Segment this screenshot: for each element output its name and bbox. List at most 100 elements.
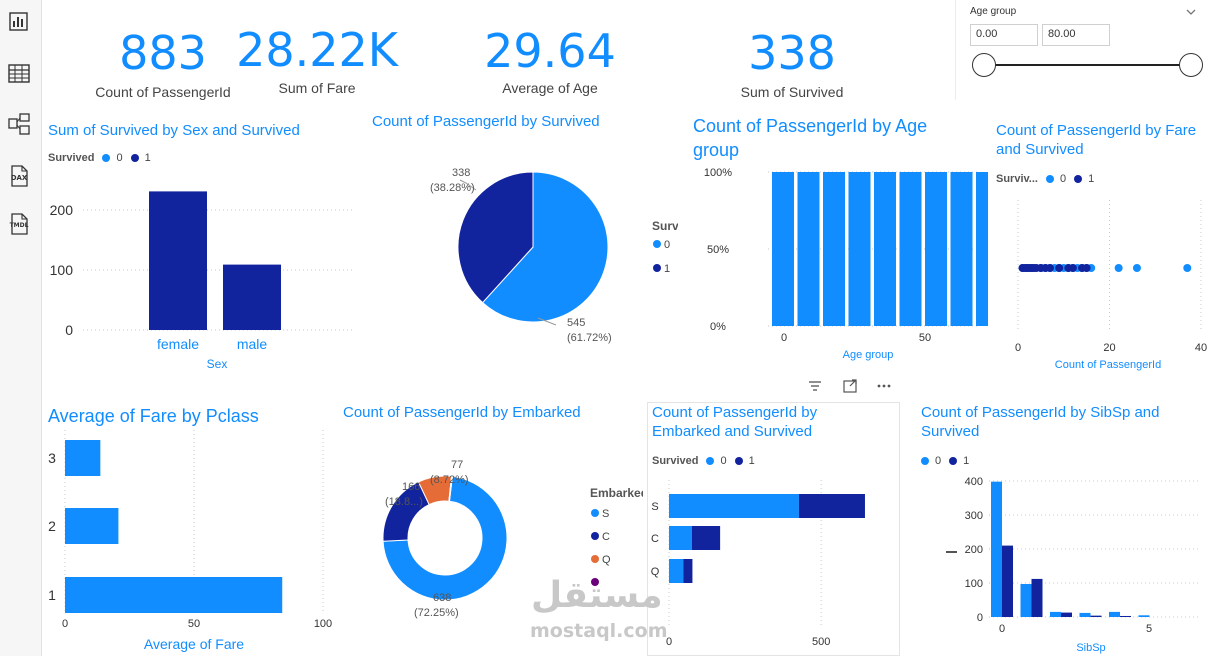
data-label: (38.28%) xyxy=(430,182,475,194)
slicer-min-input[interactable]: 0.00 xyxy=(970,24,1038,46)
y-tick-label: 400 xyxy=(965,476,983,488)
kpi-sum-fare-value: 28.22K xyxy=(236,23,398,77)
legend-dot xyxy=(591,555,599,563)
age-bar xyxy=(925,172,947,326)
legend-title: Survived xyxy=(48,152,95,164)
y-tick-label: 300 xyxy=(965,510,983,522)
donut-slice xyxy=(448,475,453,502)
leader-line xyxy=(459,179,477,191)
chart8-legend: 0 1 xyxy=(921,455,969,467)
kpi-sum-survived-label: Sum of Survived xyxy=(740,84,844,100)
chart2-title: Count of PassengerId by Survived xyxy=(372,113,600,130)
x-axis-title: Sex xyxy=(207,357,228,371)
legend-label: C xyxy=(602,531,610,543)
chart3-age-group[interactable]: 0% 50% 100% 0 50 Age group xyxy=(688,160,988,365)
legend-label: 0 xyxy=(664,239,670,251)
dax-query-icon[interactable]: DAX xyxy=(7,164,31,188)
legend-label: S xyxy=(602,508,609,520)
legend-dot xyxy=(1074,175,1083,183)
dax-label: DAX xyxy=(10,174,28,182)
bar-sibsp-0-0 xyxy=(991,481,1002,617)
y-tick-label: S xyxy=(651,501,658,513)
legend-label: 1 xyxy=(144,152,151,164)
age-bar xyxy=(823,172,845,326)
watermark-latin: mostaql.com xyxy=(530,620,668,642)
more-options-icon[interactable] xyxy=(875,377,893,395)
x-tick-label: 0 xyxy=(1015,342,1021,354)
chart4-scatter-fare[interactable]: 0 20 40 Count of PassengerId xyxy=(993,190,1208,375)
watermark-arabic: مستقل xyxy=(531,575,663,616)
bar-sibsp-4-0 xyxy=(1109,611,1120,617)
age-bar xyxy=(848,172,871,326)
bar-Q-0 xyxy=(669,559,684,583)
x-axis-title: SibSp xyxy=(1076,642,1105,654)
chart6-donut-embarked[interactable]: 638 (72.25%) 166 (18.8...) 77 (8.72%) Embarked… xyxy=(333,425,643,625)
slicer-min-handle[interactable] xyxy=(972,53,996,77)
age-bar xyxy=(874,172,896,326)
bar-pclass-1 xyxy=(65,577,283,613)
y-tick-label: 0 xyxy=(65,322,73,338)
legend-title: Embarked xyxy=(590,486,643,500)
bar-sibsp-5-0 xyxy=(1138,615,1150,617)
view-rail: DAX TMDL xyxy=(0,0,42,656)
donut-slice xyxy=(382,475,508,601)
table-view-icon[interactable] xyxy=(7,62,31,86)
tmdl-view-icon[interactable]: TMDL xyxy=(7,212,31,236)
bar-S-0 xyxy=(669,494,799,518)
legend-dot xyxy=(653,240,661,248)
filter-icon[interactable] xyxy=(806,377,824,395)
slicer-max-handle[interactable] xyxy=(1179,53,1203,77)
bar-sibsp-2-1 xyxy=(1061,612,1072,617)
focus-mode-icon[interactable] xyxy=(841,377,859,395)
age-bar xyxy=(950,172,973,326)
y-tick-label: 2 xyxy=(48,518,56,534)
data-label: 338 xyxy=(452,167,470,179)
data-label: 545 xyxy=(567,317,585,329)
legend-dot xyxy=(706,457,715,465)
y-tick-label: 3 xyxy=(48,450,56,466)
legend-dot xyxy=(653,264,661,272)
y-tick-label: Q xyxy=(651,566,660,578)
legend-dot xyxy=(734,457,743,465)
y-tick-label: 200 xyxy=(965,544,983,556)
slicer-title: Age group xyxy=(970,6,1017,17)
x-tick-label: 100 xyxy=(314,618,332,630)
y-tick-label: 100 xyxy=(50,262,74,278)
tmdl-label: TMDL xyxy=(9,222,29,229)
x-tick-label: 0 xyxy=(666,636,672,648)
legend-label: 1 xyxy=(664,263,670,275)
chart7-embarked-survived[interactable]: S C Q 0 500 xyxy=(647,475,897,655)
x-tick-label: 500 xyxy=(812,636,830,648)
bar-sibsp-3-0 xyxy=(1079,612,1091,617)
age-bar xyxy=(899,172,922,326)
data-label: (61.72%) xyxy=(567,332,612,344)
bar-C-1 xyxy=(691,526,721,550)
chart4-legend: Surviv... 0 1 xyxy=(996,173,1094,185)
legend-label: 0 xyxy=(1059,173,1067,185)
chart5-fare-pclass[interactable]: 3 2 1 0 50 100 Average of Fare xyxy=(43,430,343,654)
legend-label: 1 xyxy=(1088,173,1095,185)
chart7-title: Count of PassengerId by Embarked and Sur… xyxy=(652,404,818,440)
bar-sibsp-1-0 xyxy=(1020,584,1032,617)
legend-title: Surviv... xyxy=(996,173,1038,185)
chart2-pie-survived[interactable]: 545 (61.72%) 338 (38.28%) Survived 0 1 xyxy=(368,135,678,360)
report-view-icon[interactable] xyxy=(7,10,31,34)
x-tick-label: 5 xyxy=(1146,623,1152,635)
y-tick-label: 50% xyxy=(707,244,729,256)
chart1-sex-survived[interactable]: 0 100 200 female male Sex xyxy=(43,172,363,377)
bar-pclass-3 xyxy=(65,440,101,476)
data-label: (18.8...) xyxy=(385,496,423,508)
chart8-sibsp-survived[interactable]: 0 100 200 300 400 0 5 SibSp xyxy=(901,470,1208,656)
bar-S-1 xyxy=(798,494,865,518)
kpi-avg-age-value: 29.64 xyxy=(484,24,616,78)
slicer-max-input[interactable]: 80.00 xyxy=(1042,24,1110,46)
age-group-slicer xyxy=(955,0,1205,100)
chart1-legend: Survived 0 1 xyxy=(48,152,151,164)
bar-pclass-2 xyxy=(65,508,119,544)
model-view-icon[interactable] xyxy=(7,112,31,136)
chevron-down-icon[interactable] xyxy=(1185,3,1197,15)
kpi-count-passenger-label: Count of PassengerId xyxy=(95,84,231,100)
bar-C-0 xyxy=(669,526,692,550)
legend-label: 1 xyxy=(748,455,755,467)
